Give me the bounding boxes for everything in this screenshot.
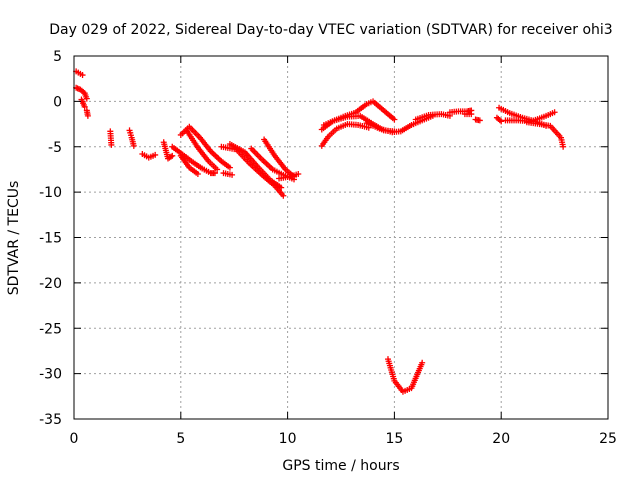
data-point	[498, 118, 505, 125]
y-tick-label: -5	[48, 140, 62, 156]
data-point	[278, 184, 285, 191]
data-point	[560, 143, 567, 150]
data-point	[169, 152, 176, 159]
y-axis-label: SDTVAR / TECUs	[6, 181, 22, 296]
x-axis-label: GPS time / hours	[282, 458, 399, 474]
data-point	[130, 142, 137, 149]
data-point	[229, 171, 236, 178]
y-tick-label: -15	[39, 231, 62, 247]
x-axis-ticks: 0 5 10 15 20 25	[70, 56, 617, 447]
x-tick-label: 10	[279, 431, 297, 447]
data-point	[81, 103, 88, 110]
data-point	[79, 72, 86, 79]
y-tick-label: -20	[39, 276, 62, 292]
x-tick-label: 0	[70, 431, 79, 447]
grid	[74, 56, 608, 419]
data-points	[73, 68, 567, 395]
x-tick-label: 5	[176, 431, 185, 447]
chart-title: Day 029 of 2022, Sidereal Day-to-day VTE…	[49, 22, 612, 38]
data-point	[476, 117, 483, 124]
data-point	[391, 116, 398, 123]
data-point	[152, 151, 159, 158]
y-tick-label: 0	[53, 94, 62, 110]
y-axis-ticks: 5 0 -5 -10 -15 -20 -25 -30 -35	[39, 49, 608, 428]
data-point	[468, 111, 475, 118]
x-tick-label: 25	[599, 431, 617, 447]
data-point	[226, 164, 233, 171]
y-tick-label: 5	[53, 49, 62, 65]
data-point	[419, 359, 426, 366]
data-point	[295, 170, 302, 177]
data-point	[211, 170, 218, 177]
y-tick-label: -30	[39, 367, 62, 383]
y-tick-label: -35	[39, 412, 62, 428]
data-point	[84, 112, 91, 119]
data-point	[214, 166, 221, 173]
data-point	[280, 192, 287, 199]
x-tick-label: 15	[385, 431, 403, 447]
y-tick-label: -25	[39, 321, 62, 337]
data-point	[108, 141, 115, 148]
data-point	[194, 170, 201, 177]
y-tick-label: -10	[39, 185, 62, 201]
x-tick-label: 20	[492, 431, 510, 447]
data-point	[83, 95, 90, 102]
data-point	[551, 109, 558, 116]
